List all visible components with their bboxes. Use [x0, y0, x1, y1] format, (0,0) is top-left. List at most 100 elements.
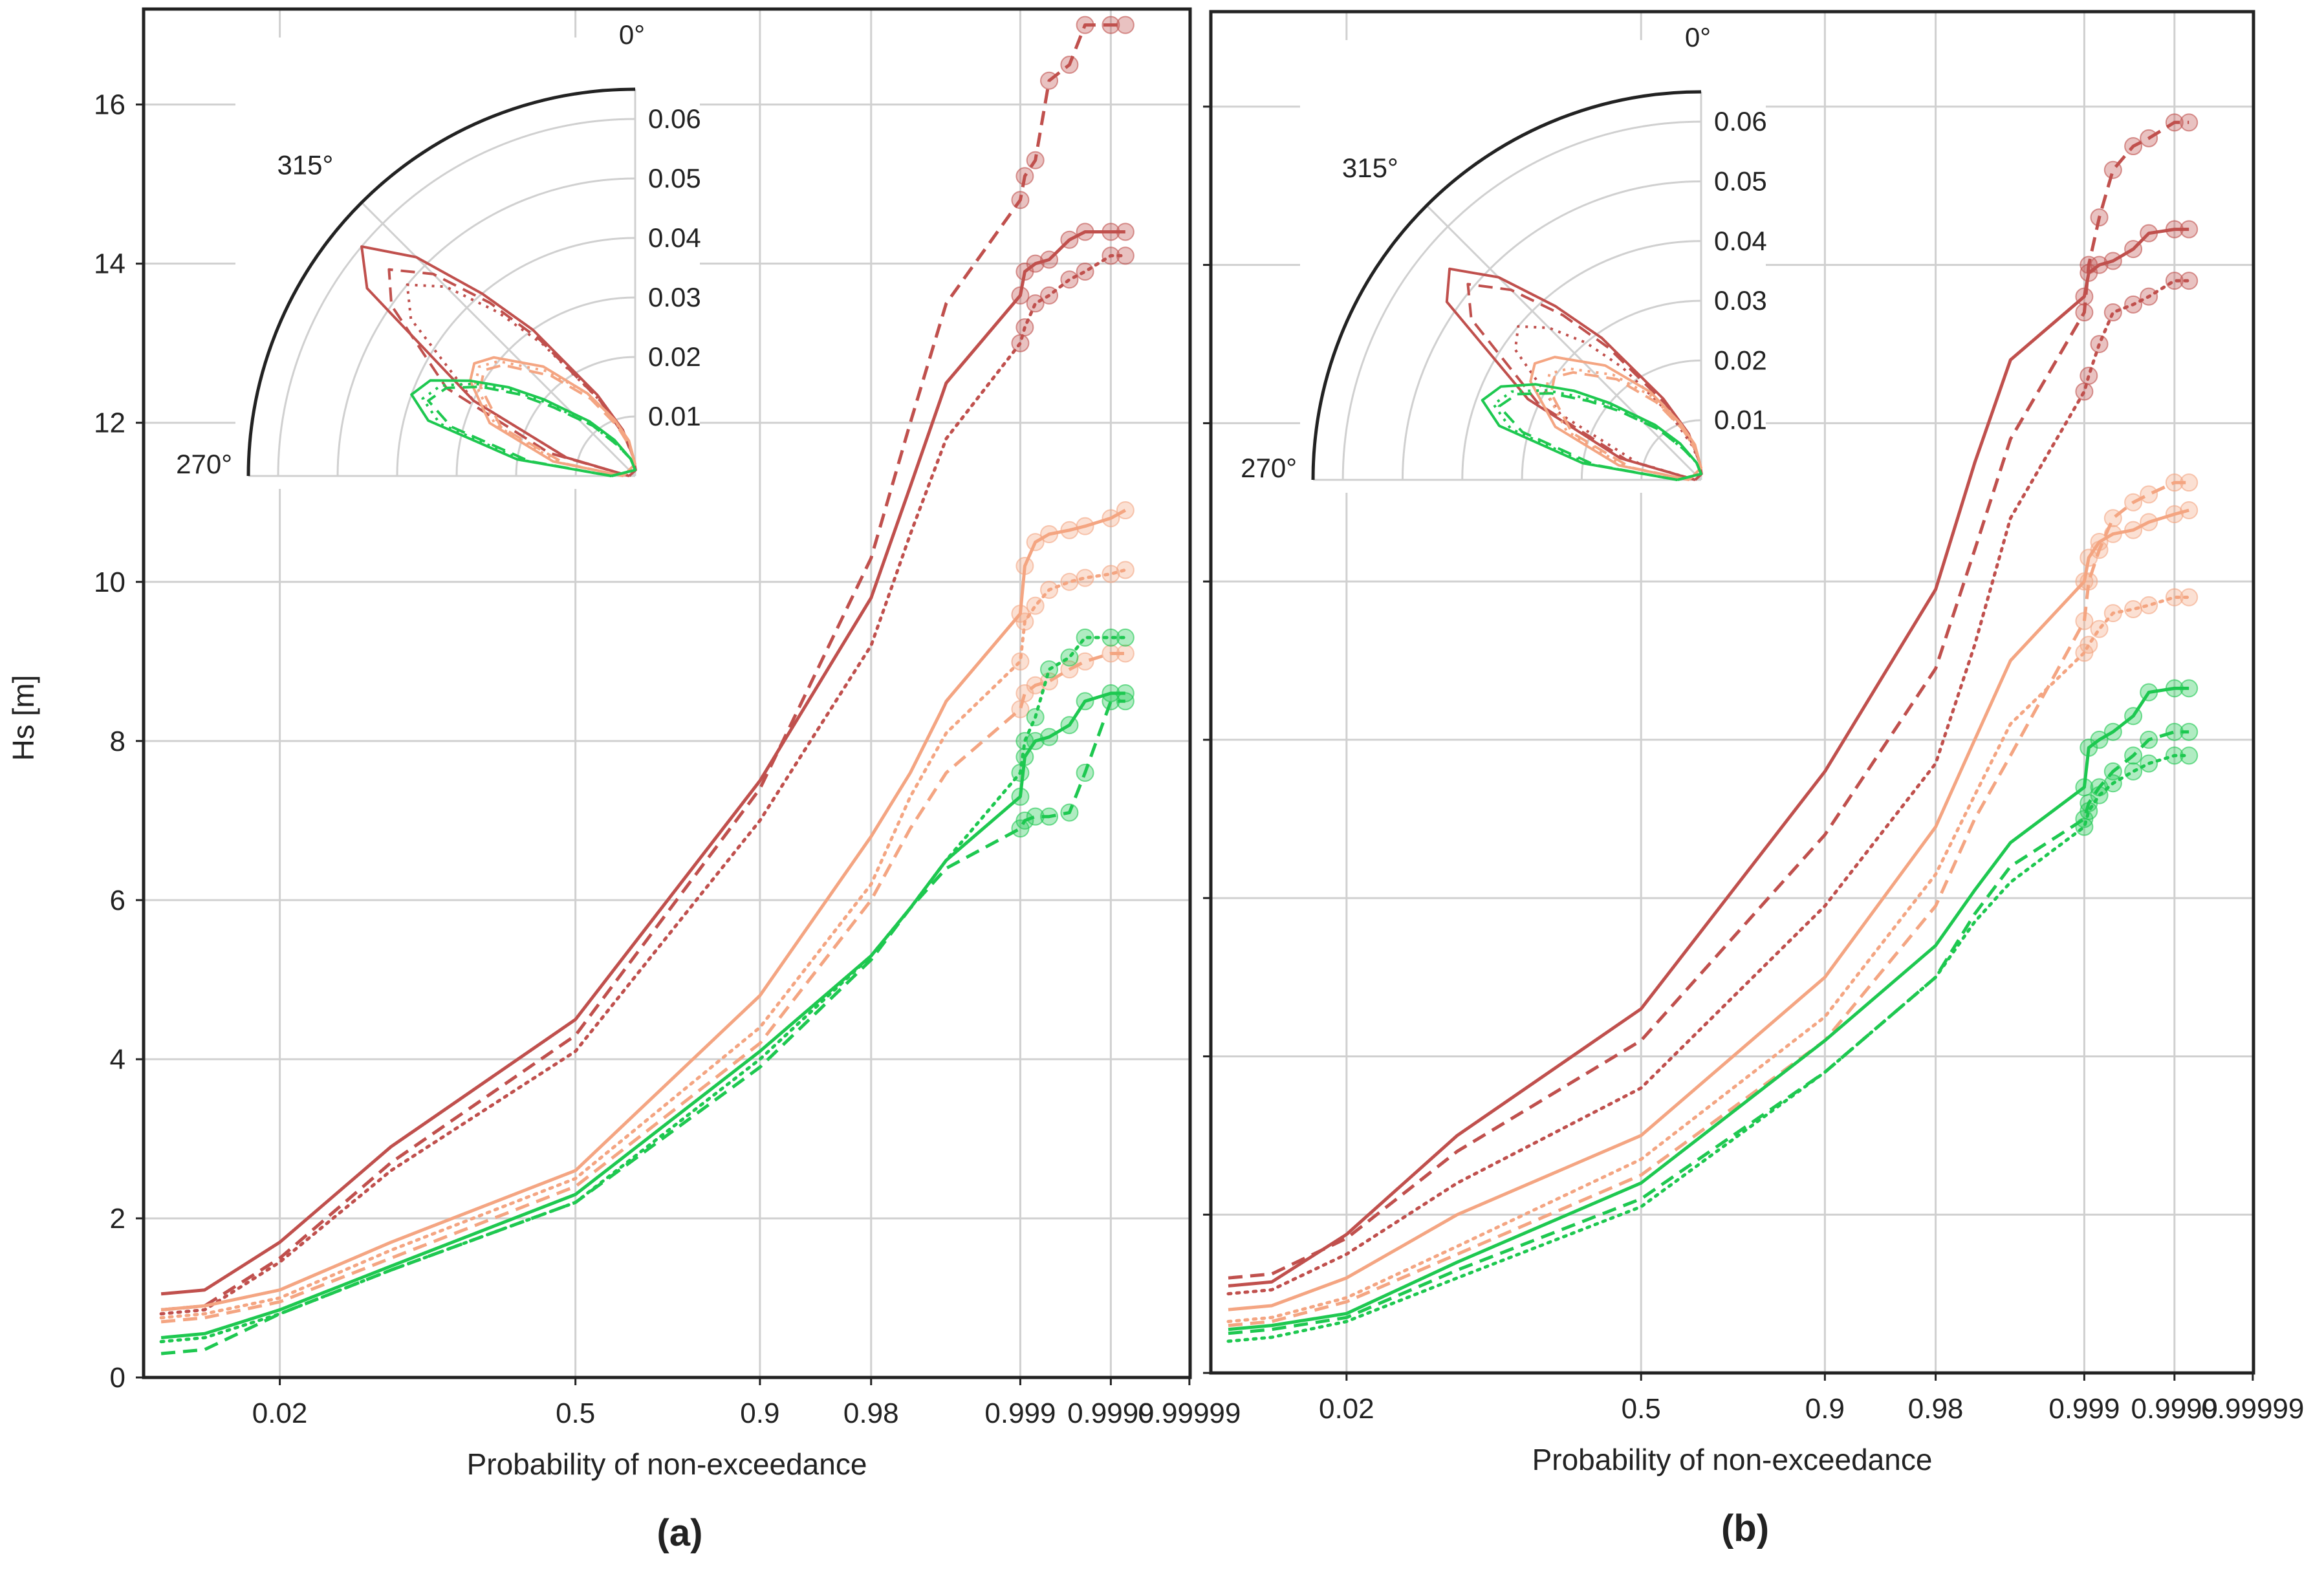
series-marker-green-solid	[2165, 679, 2184, 698]
polar-inset-background	[1300, 40, 1766, 493]
series-marker-orange-solid	[1060, 521, 1079, 539]
y-tick-label: 14	[94, 248, 125, 280]
series-marker-orange-solid	[2180, 501, 2199, 520]
series-marker-red-dashed	[1060, 56, 1079, 74]
polar-radial-label: 0.03	[648, 282, 701, 312]
series-marker-green-solid	[1076, 692, 1094, 711]
series-marker-orange-dotted	[2103, 604, 2122, 623]
polar-radial-label: 0.02	[1714, 345, 1767, 375]
series-marker-orange-dotted	[1040, 581, 1059, 599]
series-marker-green-solid	[2075, 778, 2094, 797]
series-marker-red-dotted	[1015, 318, 1034, 337]
series-marker-red-solid	[2103, 252, 2122, 270]
series-marker-red-solid	[2180, 220, 2199, 239]
polar-outer-arc	[246, 87, 636, 477]
series-marker-green-dotted	[2165, 746, 2184, 765]
x-axis-label: Probability of non-exceedance	[467, 1447, 867, 1481]
series-marker-green-dotted	[2080, 802, 2098, 821]
series-marker-green-dotted	[1102, 628, 1120, 647]
series-marker-orange-dashed	[1116, 644, 1135, 663]
series-marker-orange-dashed	[1011, 700, 1030, 718]
x-tick-label: 0.02	[252, 1398, 308, 1429]
series-marker-green-solid	[2180, 679, 2199, 698]
series-line-red-dashed	[1228, 120, 2189, 1280]
series-marker-red-solid	[1076, 222, 1094, 241]
series-marker-red-solid	[1040, 250, 1059, 269]
series-marker-green-solid	[2124, 707, 2143, 726]
series-group	[1226, 113, 2199, 1343]
series-marker-orange-dashed	[2090, 541, 2109, 559]
series-marker-orange-dashed	[1102, 644, 1120, 663]
series-marker-red-dashed	[1026, 151, 1045, 169]
series-marker-orange-dotted	[2180, 588, 2199, 607]
polar-radial-label: 0.01	[648, 401, 701, 431]
polar-angle-label-0: 0°	[619, 19, 645, 50]
polar-radial-label: 0.05	[1714, 166, 1767, 196]
series-marker-red-dotted	[1076, 262, 1094, 281]
series-line-red-solid	[1228, 228, 2189, 1288]
x-tick-label: 0.02	[1319, 1393, 1374, 1425]
panel-label: (b)	[1721, 1507, 1769, 1549]
y-tick-label: 8	[110, 726, 125, 757]
series-marker-green-dotted	[1076, 628, 1094, 647]
series-marker-orange-dotted	[2165, 588, 2184, 607]
polar-series-orange-dotted	[1545, 367, 1702, 481]
y-tick-label: 10	[94, 567, 125, 598]
series-marker-orange-dotted	[1026, 596, 1045, 615]
series-marker-green-dotted	[1015, 731, 1034, 750]
polar-series-green-dashed	[1497, 392, 1702, 481]
series-marker-red-dashed	[2124, 137, 2143, 156]
series-line-orange-dotted	[159, 568, 1127, 1320]
series-marker-red-dashed	[2103, 160, 2122, 179]
series-line-orange-dashed	[160, 652, 1125, 1324]
series-marker-orange-dashed	[1076, 652, 1094, 671]
series-marker-green-solid	[1011, 787, 1030, 806]
series-marker-red-solid	[1011, 286, 1030, 305]
series-marker-green-dotted	[1060, 648, 1079, 667]
series-marker-red-dotted	[1011, 334, 1030, 352]
polar-angle-label-270: 270°	[176, 449, 232, 479]
series-marker-green-dotted	[1116, 628, 1135, 647]
series-marker-red-solid	[2090, 255, 2109, 274]
x-tick-label: 0.98	[843, 1398, 899, 1429]
polar-grid-spoke	[361, 202, 636, 477]
series-marker-orange-dashed	[2165, 473, 2184, 492]
polar-series-orange-solid	[469, 356, 636, 477]
x-tick-label: 0.999	[984, 1398, 1056, 1429]
series-marker-orange-dashed	[2124, 493, 2143, 512]
polar-series-green-dashed	[427, 385, 636, 477]
series-marker-green-dashed	[1015, 811, 1034, 830]
polar-radial-label: 0.05	[648, 163, 701, 193]
series-line-red-dotted	[1226, 279, 2191, 1296]
series-marker-orange-dashed	[2103, 509, 2122, 528]
x-tick-label: 0.99999	[1138, 1398, 1241, 1429]
series-marker-orange-solid	[2140, 513, 2158, 532]
series-marker-green-dashed	[1116, 692, 1135, 711]
series-marker-green-solid	[1060, 716, 1079, 735]
series-marker-red-solid	[1060, 230, 1079, 249]
series-marker-green-dashed	[1040, 807, 1059, 826]
series-marker-green-dashed	[2165, 722, 2184, 741]
series-marker-red-solid	[1026, 254, 1045, 273]
series-marker-red-dashed	[1076, 16, 1094, 34]
y-tick-label: 4	[110, 1044, 125, 1075]
series-marker-green-dotted	[1011, 764, 1030, 783]
series-marker-green-dotted	[2124, 762, 2143, 781]
x-axis-label: Probability of non-exceedance	[1532, 1443, 1933, 1476]
series-marker-green-dotted	[2090, 786, 2109, 804]
polar-inset-background	[235, 38, 700, 489]
series-marker-red-dotted	[2090, 335, 2109, 354]
series-marker-orange-dashed	[2080, 572, 2098, 591]
series-marker-red-solid	[2165, 220, 2184, 239]
series-marker-orange-solid	[1026, 533, 1045, 552]
series-line-red-dotted	[159, 254, 1127, 1316]
series-marker-red-dashed	[2180, 113, 2199, 132]
series-marker-orange-dotted	[1076, 568, 1094, 587]
series-line-orange-dashed	[1228, 480, 2189, 1328]
series-marker-red-dashed	[2140, 129, 2158, 147]
series-marker-green-solid	[1015, 748, 1034, 766]
series-marker-green-dotted	[2075, 817, 2094, 836]
series-marker-green-dashed	[1076, 764, 1094, 783]
series-marker-red-dashed	[2165, 113, 2184, 132]
